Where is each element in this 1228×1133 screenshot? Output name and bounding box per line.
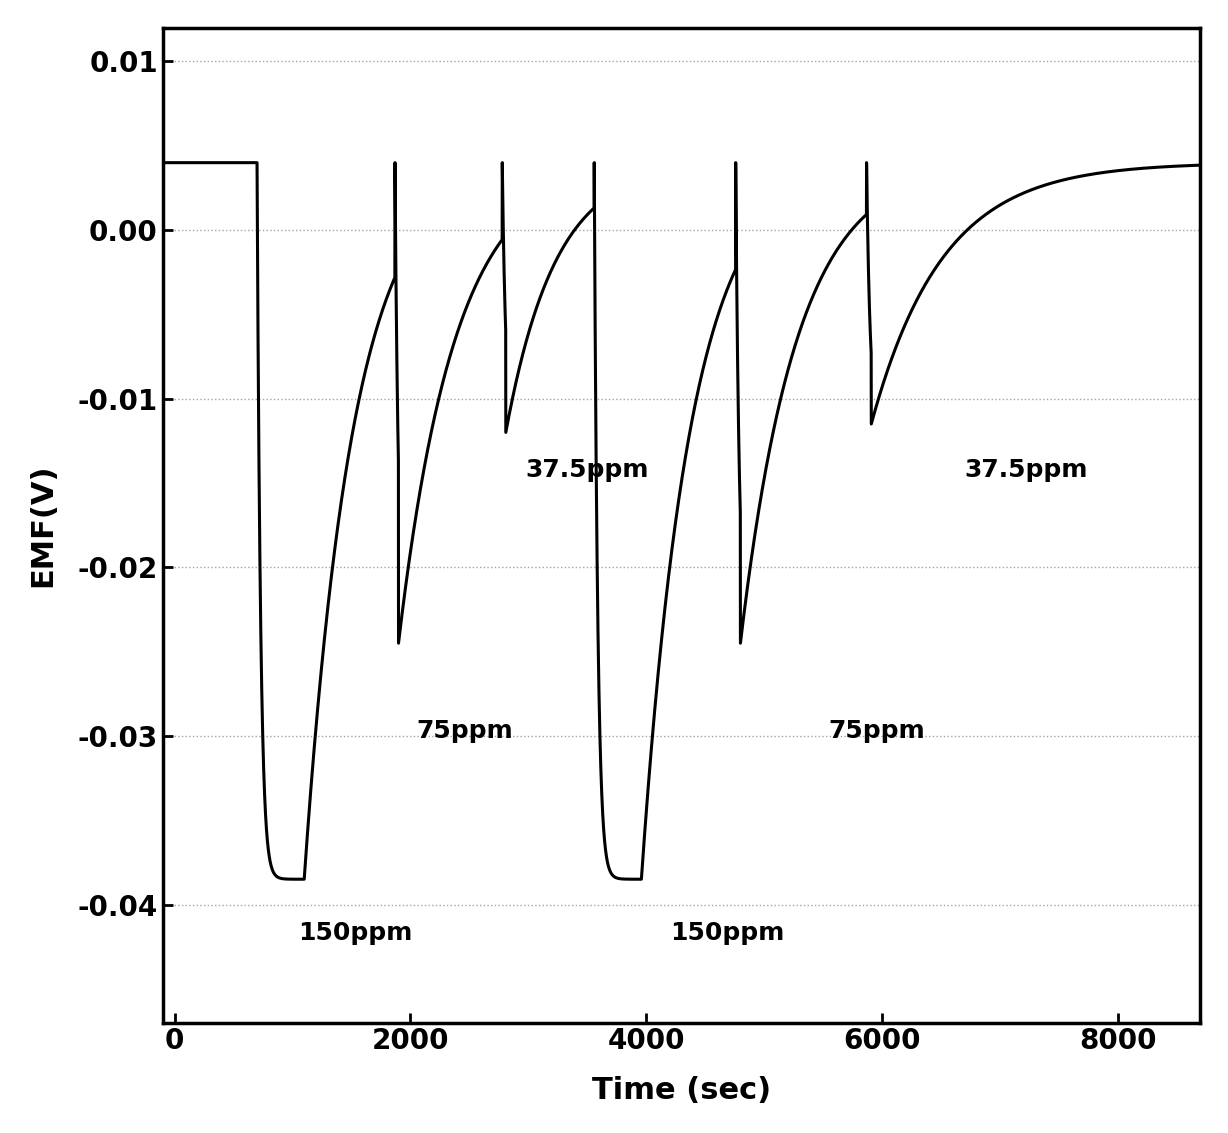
- Y-axis label: EMF(V): EMF(V): [28, 463, 56, 587]
- Text: 150ppm: 150ppm: [298, 921, 413, 945]
- Text: 37.5ppm: 37.5ppm: [526, 458, 650, 482]
- Text: 75ppm: 75ppm: [829, 719, 926, 743]
- Text: 75ppm: 75ppm: [416, 719, 513, 743]
- Text: 150ppm: 150ppm: [669, 921, 783, 945]
- X-axis label: Time (sec): Time (sec): [592, 1076, 771, 1105]
- Text: 37.5ppm: 37.5ppm: [964, 458, 1088, 482]
